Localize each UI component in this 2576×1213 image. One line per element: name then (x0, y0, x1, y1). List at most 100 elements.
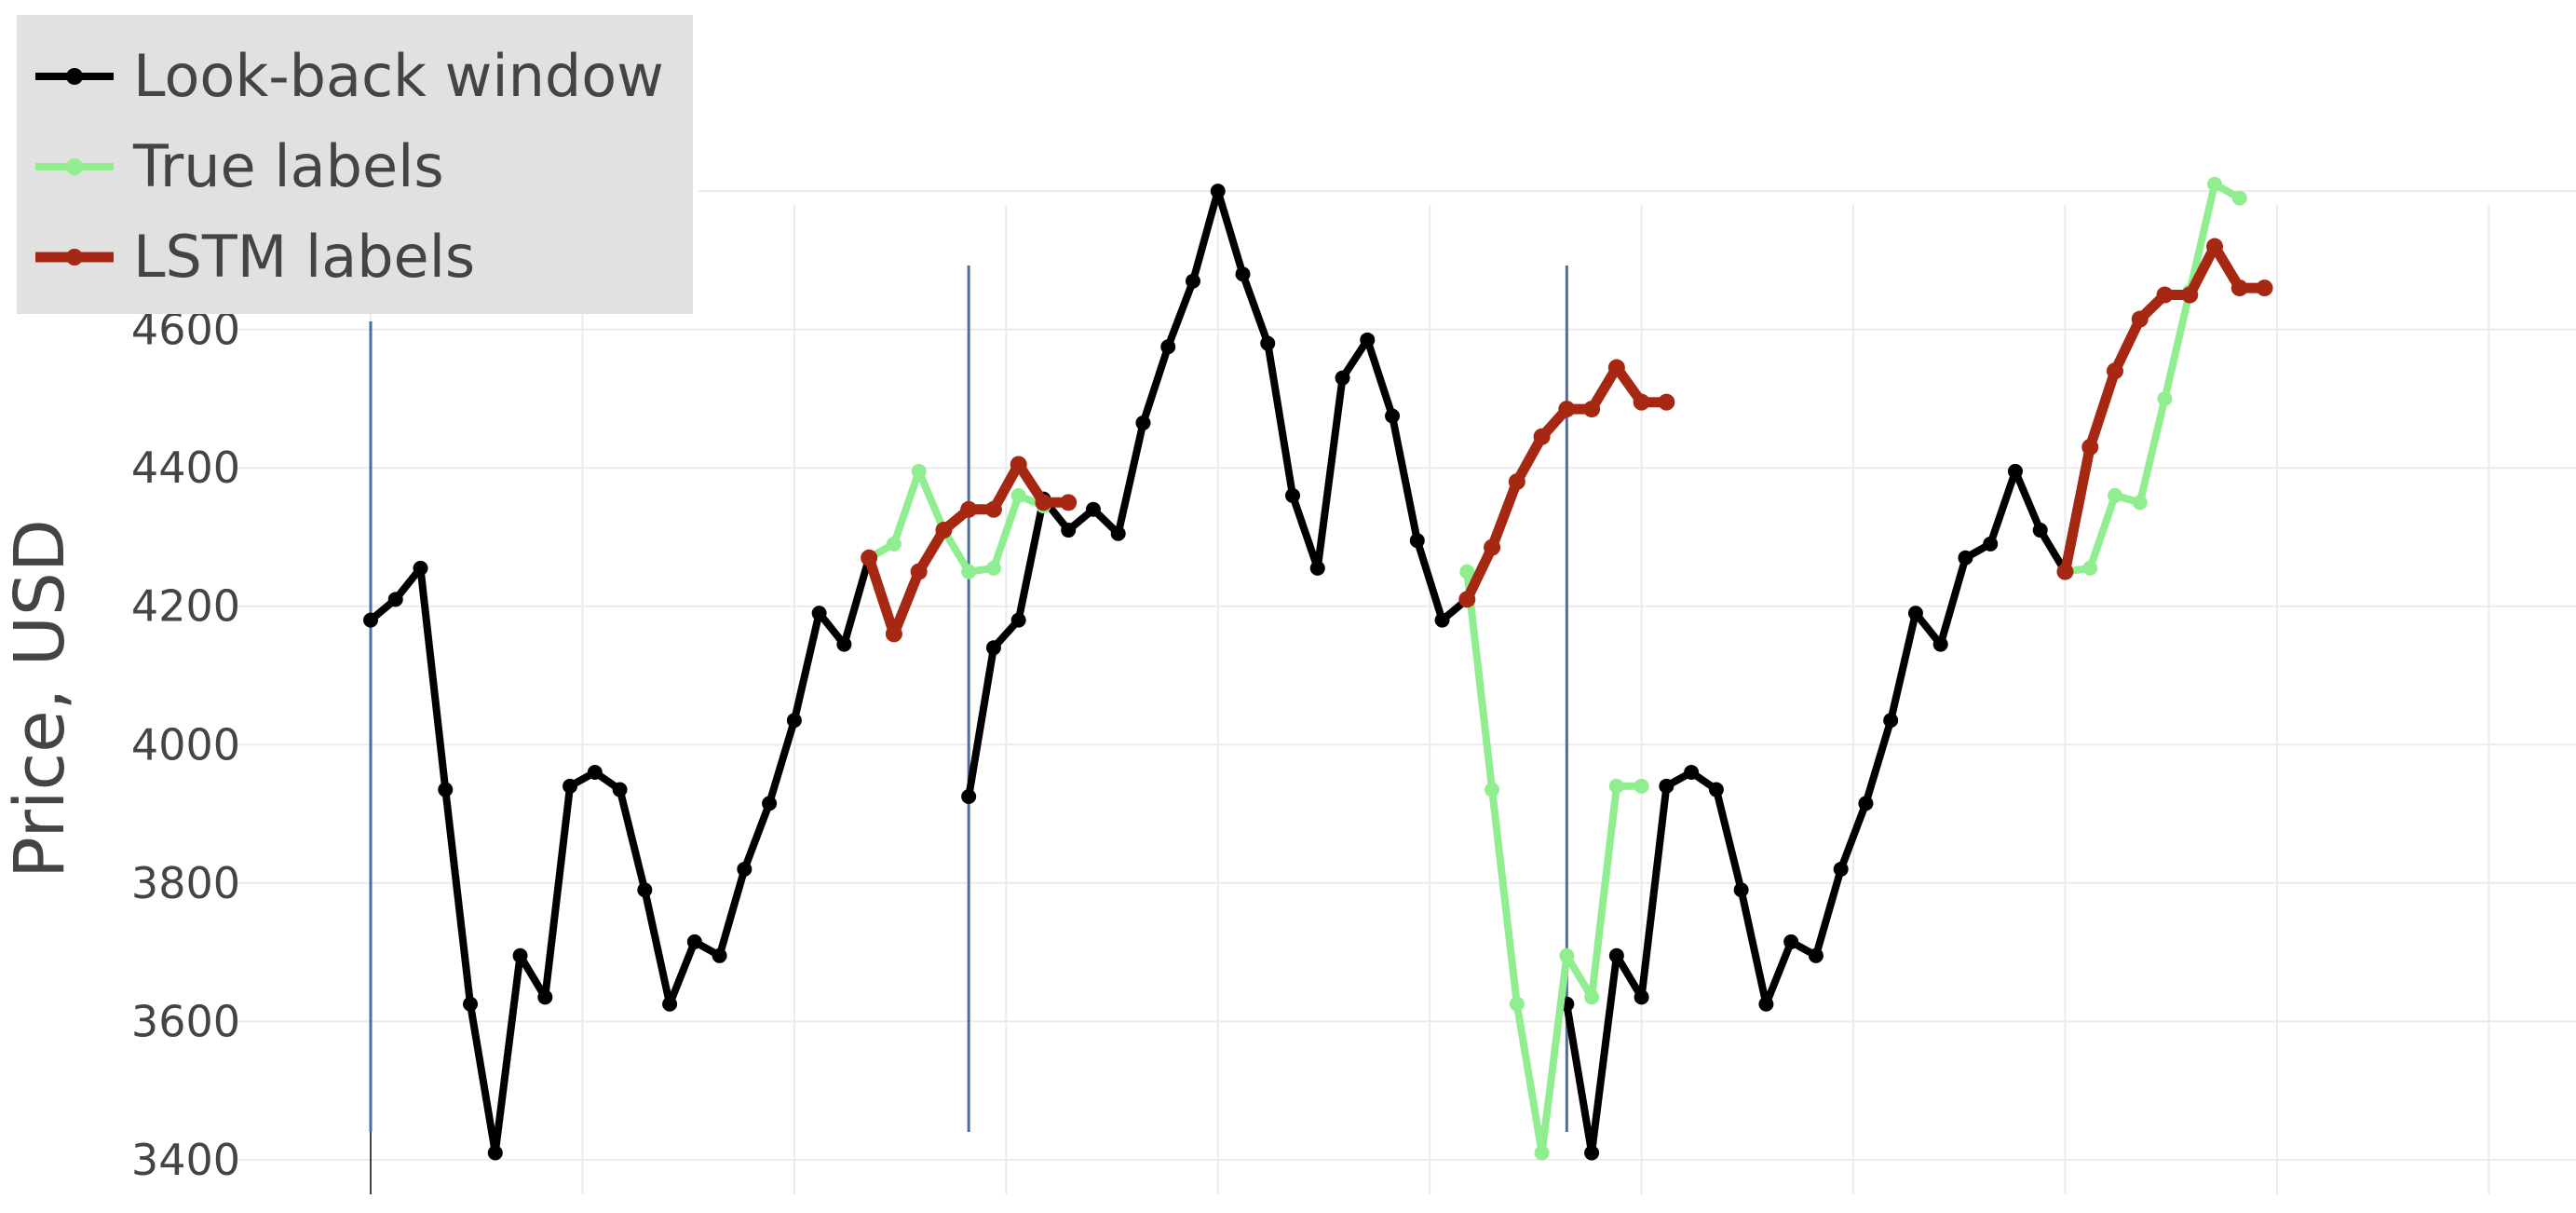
data-point (2082, 560, 2098, 576)
data-point (1533, 428, 1551, 445)
data-point (363, 612, 378, 628)
grid-lines (233, 190, 2576, 1194)
series-true-labels (861, 176, 2247, 1161)
legend-label: LSTM labels (133, 223, 475, 291)
data-point (1808, 947, 1824, 963)
y-axis-title: Price, USD (0, 519, 80, 879)
data-point (786, 713, 802, 729)
data-point (1060, 494, 1078, 511)
data-point (2230, 279, 2248, 297)
data-point (387, 592, 403, 607)
data-point (910, 563, 928, 580)
series-line (2061, 180, 2244, 576)
y-tick-label: 3400 (131, 1135, 240, 1185)
data-point (512, 947, 528, 963)
data-point (836, 636, 852, 652)
data-point (1583, 401, 1601, 418)
data-point (2181, 286, 2199, 304)
data-point (961, 788, 977, 804)
data-point (2256, 279, 2273, 297)
data-point (686, 934, 702, 949)
data-point (2207, 176, 2223, 192)
data-point (1509, 996, 1525, 1012)
data-point (1010, 612, 1026, 628)
legend-swatch-marker (66, 158, 83, 175)
data-point (1932, 636, 1948, 652)
data-point (1958, 550, 1973, 566)
data-point (1135, 415, 1151, 430)
y-tick-label: 3600 (131, 996, 240, 1046)
data-point (985, 560, 1001, 576)
data-point (563, 778, 578, 794)
data-point (637, 882, 653, 898)
data-point (1634, 778, 1649, 794)
data-point (1360, 332, 1376, 348)
data-point (1608, 947, 1624, 963)
data-point (1659, 778, 1674, 794)
data-point (1684, 764, 1700, 780)
data-point (861, 549, 878, 566)
data-point (985, 640, 1001, 656)
legend-label: Look-back window (133, 42, 664, 110)
legend-swatch-marker (66, 68, 83, 85)
data-point (1708, 782, 1724, 797)
series-lstm-labels (861, 238, 2273, 643)
data-point (2107, 487, 2122, 503)
y-tick-label: 4400 (131, 443, 240, 493)
data-point (662, 996, 678, 1012)
data-point (2131, 310, 2149, 328)
data-point (2081, 438, 2099, 456)
data-point (1235, 266, 1251, 282)
data-point (1185, 273, 1200, 289)
series-line (1463, 567, 1646, 1157)
data-point (1335, 370, 1350, 386)
data-point (612, 782, 628, 797)
data-point (1608, 778, 1624, 794)
legend-swatch-marker (66, 249, 83, 266)
data-point (935, 522, 953, 539)
data-point (537, 989, 553, 1005)
data-point (1858, 796, 1874, 811)
y-tick-label: 3800 (131, 858, 240, 908)
data-point (886, 536, 902, 552)
data-point (2132, 495, 2148, 511)
data-point (1883, 713, 1899, 729)
data-point (1210, 184, 1226, 199)
data-point (1434, 612, 1450, 628)
data-point (960, 500, 978, 518)
data-point (1733, 882, 1749, 898)
data-point (2056, 563, 2074, 580)
data-point (587, 764, 603, 780)
data-point (1508, 473, 1525, 491)
data-point (1010, 487, 1026, 503)
data-point (1758, 996, 1774, 1012)
y-tick-label: 4200 (131, 581, 240, 632)
data-point (1558, 401, 1576, 418)
data-point (1110, 525, 1126, 541)
legend: Look-back window True labels LSTM labels (17, 15, 693, 314)
data-point (1484, 538, 1501, 556)
data-point (1260, 335, 1276, 351)
data-point (413, 560, 428, 576)
data-point (1309, 560, 1325, 576)
data-point (1385, 408, 1401, 424)
data-point (2032, 523, 2048, 538)
data-point (1907, 606, 1923, 621)
data-point (463, 996, 479, 1012)
data-point (487, 1145, 503, 1161)
legend-background (17, 15, 693, 314)
data-point (1485, 782, 1500, 797)
data-point (811, 606, 827, 621)
data-point (2106, 362, 2123, 380)
data-point (2156, 286, 2174, 304)
data-point (737, 861, 752, 877)
data-point (2157, 390, 2173, 406)
data-point (1160, 339, 1176, 355)
data-point (1458, 591, 1476, 608)
data-point (911, 463, 927, 479)
data-point (1584, 1145, 1600, 1161)
data-point (1409, 533, 1425, 549)
data-point (1035, 494, 1052, 511)
